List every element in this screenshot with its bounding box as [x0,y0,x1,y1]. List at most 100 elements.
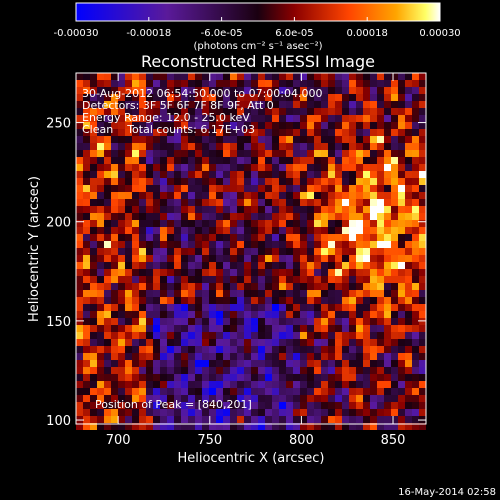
heatmap-cell [104,129,111,136]
heatmap-cell [321,346,328,353]
heatmap-cell [321,115,328,122]
heatmap-cell [321,388,328,395]
heatmap-cell [398,262,405,269]
heatmap-cell [76,318,83,325]
heatmap-cell [209,283,216,290]
heatmap-cell [132,101,139,108]
heatmap-cell [139,367,146,374]
heatmap-cell [405,255,412,262]
heatmap-cell [279,276,286,283]
heatmap-cell [97,269,104,276]
heatmap-cell [300,388,307,395]
heatmap-cell [83,87,90,94]
heatmap-cell [335,276,342,283]
heatmap-cell [377,206,384,213]
heatmap-cell [272,94,279,101]
heatmap-cell [251,395,258,402]
heatmap-cell [230,220,237,227]
heatmap-cell [328,297,335,304]
heatmap-cell [391,234,398,241]
heatmap-cell [139,164,146,171]
heatmap-cell [384,318,391,325]
heatmap-cell [97,220,104,227]
heatmap-cell [188,185,195,192]
heatmap-cell [209,87,216,94]
heatmap-cell [356,332,363,339]
heatmap-cell [398,87,405,94]
heatmap-cell [258,227,265,234]
heatmap-cell [293,423,300,430]
heatmap-cell [377,339,384,346]
heatmap-cell [160,87,167,94]
heatmap-cell [216,129,223,136]
heatmap-cell [237,171,244,178]
heatmap-cell [104,227,111,234]
heatmap-cell [286,360,293,367]
heatmap-cell [188,101,195,108]
heatmap-cell [139,318,146,325]
heatmap-cell [398,164,405,171]
heatmap-cell [314,416,321,423]
heatmap-cell [97,234,104,241]
heatmap-cell [363,115,370,122]
heatmap-cell [293,101,300,108]
heatmap-cell [251,381,258,388]
heatmap-cell [104,73,111,80]
heatmap-cell [335,143,342,150]
heatmap-cell [167,87,174,94]
heatmap-cell [174,101,181,108]
heatmap-cell [76,164,83,171]
heatmap-cell [391,339,398,346]
heatmap-cell [216,192,223,199]
heatmap-cell [111,332,118,339]
heatmap-cell [384,101,391,108]
heatmap-cell [160,248,167,255]
heatmap-cell [90,213,97,220]
heatmap-cell [286,143,293,150]
heatmap-cell [118,276,125,283]
heatmap-cell [377,346,384,353]
heatmap-cell [76,234,83,241]
heatmap-cell [356,199,363,206]
heatmap-cell [209,346,216,353]
heatmap-cell [230,353,237,360]
heatmap-cell [237,227,244,234]
heatmap-cell [153,423,160,430]
heatmap-cell [160,213,167,220]
heatmap-cell [377,311,384,318]
heatmap-cell [104,171,111,178]
heatmap-cell [258,192,265,199]
heatmap-cell [370,80,377,87]
heatmap-cell [237,409,244,416]
heatmap-cell [230,395,237,402]
heatmap-cell [76,185,83,192]
heatmap-cell [391,227,398,234]
heatmap-cell [258,297,265,304]
heatmap-cell [377,157,384,164]
heatmap-cell [167,136,174,143]
heatmap-cell [237,164,244,171]
heatmap-cell [251,94,258,101]
heatmap-cell [104,318,111,325]
heatmap-cell [132,255,139,262]
heatmap-cell [314,332,321,339]
heatmap-cell [90,171,97,178]
heatmap-cell [307,199,314,206]
heatmap-cell [251,283,258,290]
heatmap-cell [111,395,118,402]
heatmap-cell [265,108,272,115]
heatmap-cell [188,227,195,234]
heatmap-cell [328,213,335,220]
heatmap-cell [90,73,97,80]
heatmap-cell [230,325,237,332]
heatmap-cell [391,248,398,255]
heatmap-cell [377,395,384,402]
heatmap-cell [153,185,160,192]
heatmap-cell [363,255,370,262]
heatmap-cell [265,353,272,360]
heatmap-cell [335,304,342,311]
heatmap-cell [342,94,349,101]
heatmap-cell [328,395,335,402]
heatmap-cell [293,178,300,185]
heatmap-cell [314,297,321,304]
